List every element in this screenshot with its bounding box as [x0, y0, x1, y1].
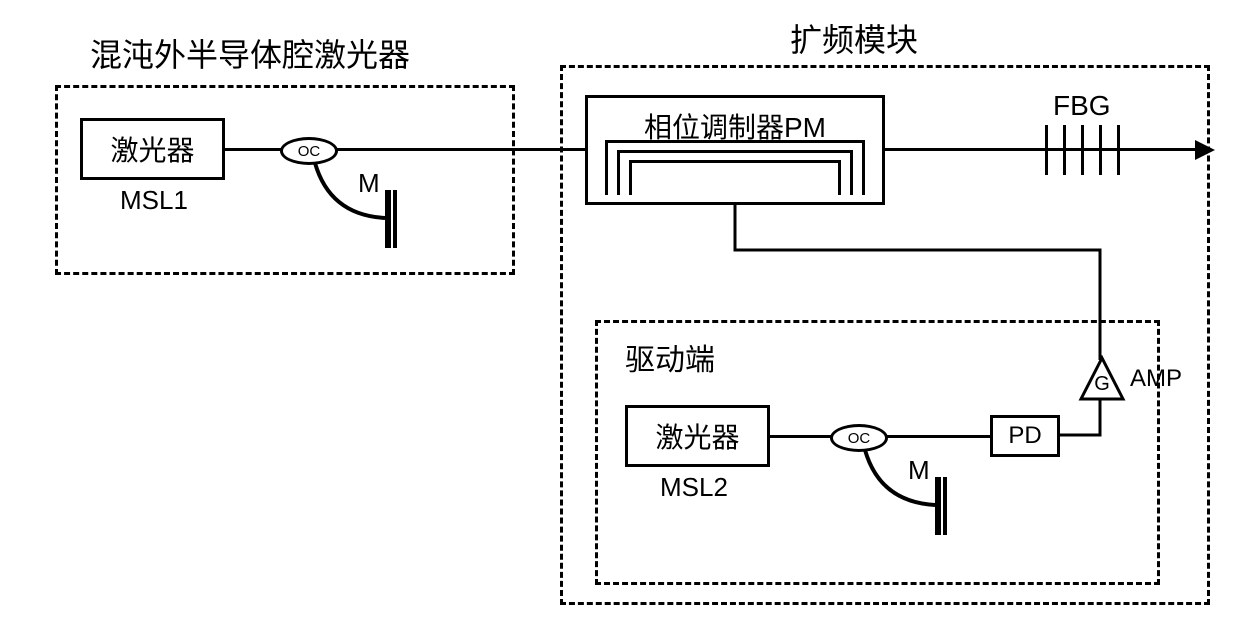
pm-symbol — [605, 140, 865, 195]
left-module-title: 混沌外半导体腔激光器 — [90, 30, 410, 76]
right-module-title: 扩频模块 — [790, 15, 918, 61]
amp-g-text: G — [1094, 373, 1110, 395]
laser2-box: 激光器 — [625, 405, 770, 467]
amp-triangle: G — [1078, 355, 1126, 403]
pm-to-amp-line — [730, 205, 1130, 375]
amp-label: AMP — [1130, 365, 1182, 393]
oc2-text: OC — [848, 430, 871, 447]
laser2-label: MSL2 — [660, 472, 728, 503]
pd-box: PD — [990, 415, 1060, 457]
pd-text: PD — [1008, 422, 1041, 450]
laser2-text: 激光器 — [655, 416, 739, 456]
left-module-box — [55, 85, 515, 275]
mirror2 — [935, 477, 955, 535]
fbg — [1045, 125, 1120, 175]
laser1-text: 激光器 — [110, 129, 194, 169]
laser1-label: MSL1 — [120, 185, 188, 216]
oc1-text: OC — [298, 143, 321, 160]
driver-title: 驱动端 — [625, 335, 715, 379]
fbg-label: FBG — [1053, 90, 1111, 122]
mirror2-label: M — [908, 455, 930, 486]
mirror1 — [385, 190, 405, 248]
laser1-box: 激光器 — [80, 118, 225, 180]
mirror1-label: M — [358, 168, 380, 199]
output-arrow — [1195, 140, 1215, 160]
